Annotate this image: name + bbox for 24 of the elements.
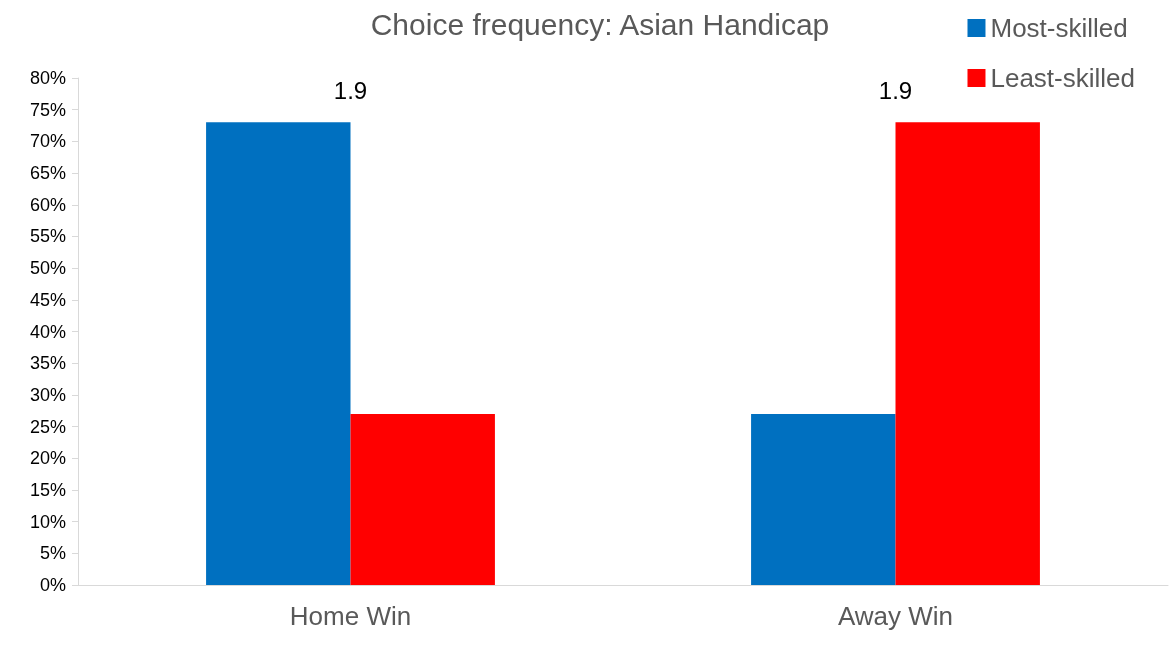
legend-label: Most-skilled xyxy=(990,13,1128,43)
y-tick-label: 35% xyxy=(29,353,66,374)
y-tick-label: 25% xyxy=(29,416,66,437)
y-tick-label: 70% xyxy=(29,131,66,152)
y-tick-label: 45% xyxy=(29,289,66,310)
annotation: 1.9 xyxy=(333,76,368,104)
y-tick-label: 40% xyxy=(29,321,66,342)
x-tick-label: Away Win xyxy=(837,601,954,631)
y-tick-label: 20% xyxy=(29,448,66,469)
y-tick-label: 75% xyxy=(29,99,66,120)
y-tick-label: 15% xyxy=(29,479,66,500)
y-tick-label: 50% xyxy=(29,258,66,279)
y-tick-label: 10% xyxy=(29,511,66,532)
y-tick-label: 0% xyxy=(39,575,66,595)
y-tick-label: 55% xyxy=(29,226,66,247)
chart-title: Choice frequency: Asian Handicap xyxy=(370,7,830,41)
annotation: 1.9 xyxy=(878,76,913,104)
x-tick-label: Home Win xyxy=(289,601,412,631)
y-tick-label: 65% xyxy=(29,163,66,184)
y-tick-label: 30% xyxy=(29,384,66,405)
y-tick-label: 60% xyxy=(29,194,66,215)
legend-label: Least-skilled xyxy=(990,63,1135,93)
y-tick-label: 5% xyxy=(39,543,66,564)
y-tick-label: 80% xyxy=(29,68,66,88)
